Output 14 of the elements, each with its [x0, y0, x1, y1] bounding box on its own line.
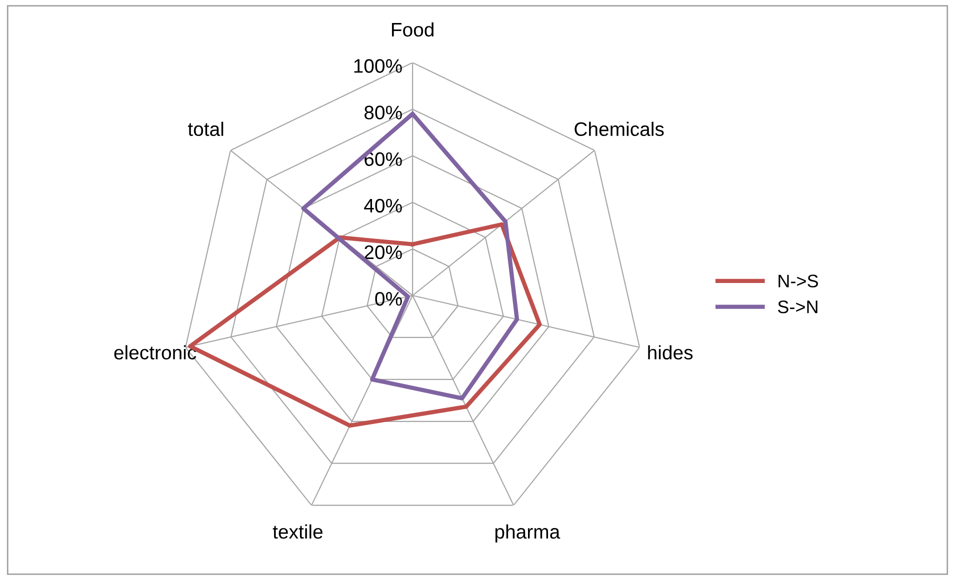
y-tick-label: 20% — [364, 245, 402, 260]
spoke-label: electronic — [114, 345, 196, 360]
y-tick-label: 80% — [364, 106, 402, 120]
y-tick-label: 100% — [354, 59, 402, 73]
spoke-label: hides — [648, 345, 693, 360]
y-tick-label: 40% — [364, 198, 402, 213]
spoke-label: textile — [272, 524, 322, 539]
spoke-label: Chemicals — [574, 122, 664, 136]
spoke-label: pharma — [495, 524, 560, 543]
y-tick-label: 0% — [375, 292, 402, 306]
legend-label: S->N — [778, 300, 818, 314]
spoke-label: Food — [392, 22, 434, 37]
spoke-label: total — [188, 122, 224, 136]
legend-label: N->S — [778, 274, 818, 288]
